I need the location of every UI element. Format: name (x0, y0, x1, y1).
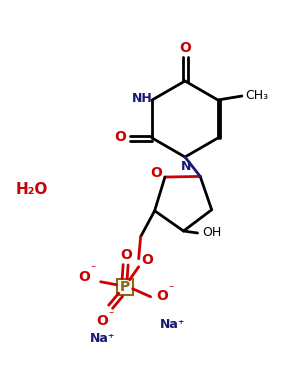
Text: P: P (119, 280, 130, 294)
Text: O: O (179, 41, 191, 55)
Text: O: O (121, 248, 133, 262)
Text: ⁻: ⁻ (168, 284, 173, 294)
Text: O: O (157, 289, 169, 303)
Text: Na⁺: Na⁺ (160, 318, 185, 331)
Bar (117, 279, 133, 295)
Text: OH: OH (202, 227, 221, 239)
Text: O: O (142, 253, 154, 267)
Text: O: O (114, 130, 126, 144)
Text: N: N (181, 159, 191, 172)
Text: Na⁺: Na⁺ (90, 332, 116, 345)
Text: NH: NH (132, 92, 152, 104)
Text: ⁻: ⁻ (90, 264, 95, 274)
Text: H₂O: H₂O (16, 181, 48, 196)
Text: O: O (97, 314, 109, 328)
Text: CH₃: CH₃ (245, 89, 268, 101)
Text: ⁻: ⁻ (108, 310, 113, 320)
Text: O: O (150, 166, 162, 180)
Text: O: O (79, 270, 91, 284)
